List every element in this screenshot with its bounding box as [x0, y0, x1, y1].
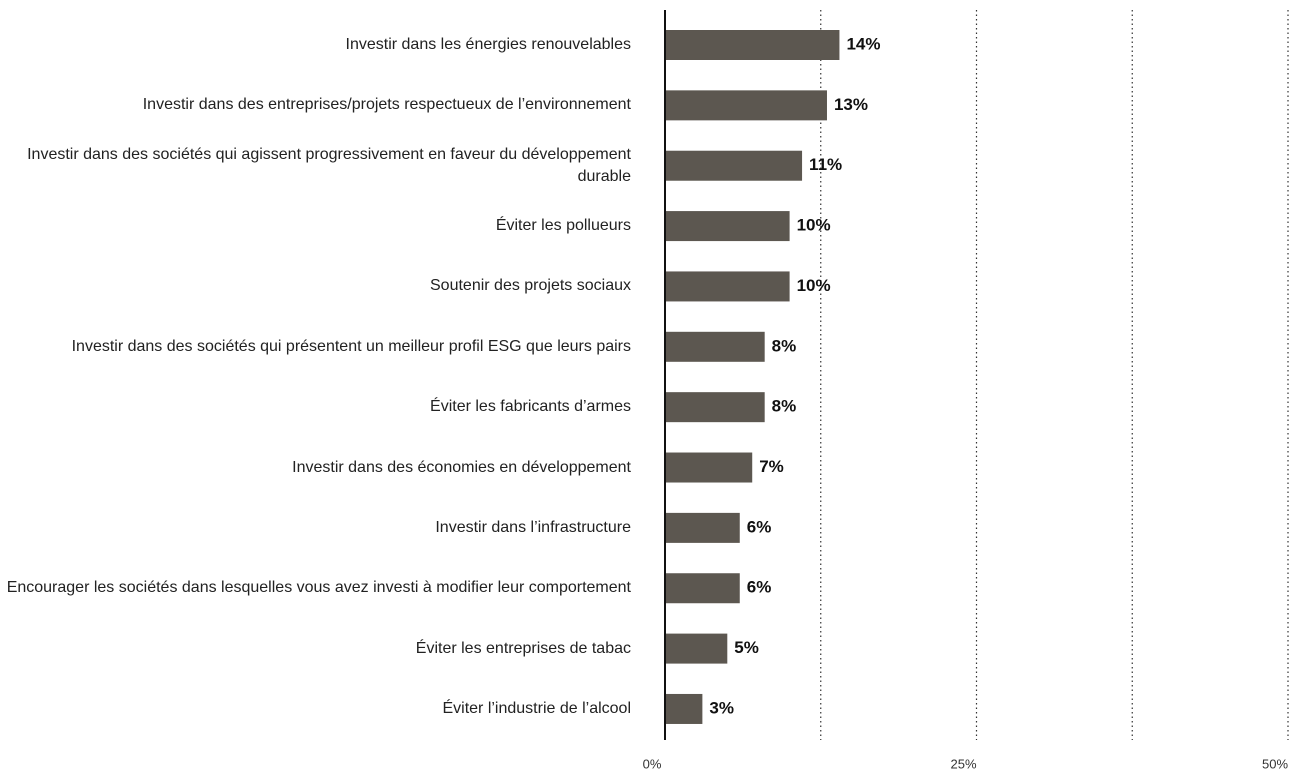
bar: [665, 271, 790, 302]
value-label: 14%: [846, 34, 880, 53]
bar: [665, 211, 790, 242]
value-label: 8%: [772, 397, 797, 416]
category-label: Éviter les fabricants d’armes: [430, 398, 631, 416]
bar: [665, 512, 740, 543]
category-label: Éviter les pollueurs: [495, 217, 631, 235]
value-label: 3%: [709, 698, 734, 717]
value-label: 8%: [772, 336, 797, 355]
category-label: Éviter les entreprises de tabac: [415, 639, 631, 657]
value-label: 6%: [747, 517, 772, 536]
bar: [665, 30, 840, 60]
bar: [665, 633, 728, 664]
bar: [665, 392, 765, 423]
category-label: Investir dans des économies en développe…: [292, 458, 631, 476]
category-label: Investir dans des sociétés qui présenten…: [71, 337, 631, 355]
x-tick-label: 0%: [643, 756, 662, 771]
value-label: 7%: [759, 457, 784, 476]
bar: [665, 573, 740, 604]
value-label: 13%: [834, 95, 868, 114]
bar: [665, 452, 753, 483]
bar: [665, 693, 703, 724]
value-label: 5%: [734, 638, 759, 657]
value-label: 11%: [809, 155, 842, 174]
bar: [665, 331, 765, 362]
category-label: Éviter l’industrie de l’alcool: [442, 699, 631, 717]
x-tick-label: 50%: [1262, 756, 1288, 771]
value-label: 10%: [797, 216, 831, 235]
category-label: Investir dans les énergies renouvelables: [345, 36, 632, 53]
category-label: Investir dans l’infrastructure: [435, 518, 631, 536]
x-tick-label: 25%: [950, 756, 976, 771]
bar: [665, 90, 827, 121]
category-label: Encourager les sociétés dans lesquelles …: [6, 579, 631, 597]
category-label: Soutenir des projets sociaux: [430, 277, 631, 295]
category-label: Investir dans des sociétés qui agissent …: [27, 145, 631, 185]
bar: [665, 150, 803, 181]
category-label: Investir dans des entreprises/projets re…: [142, 96, 631, 114]
value-label: 10%: [797, 276, 831, 295]
value-label: 6%: [747, 578, 772, 597]
